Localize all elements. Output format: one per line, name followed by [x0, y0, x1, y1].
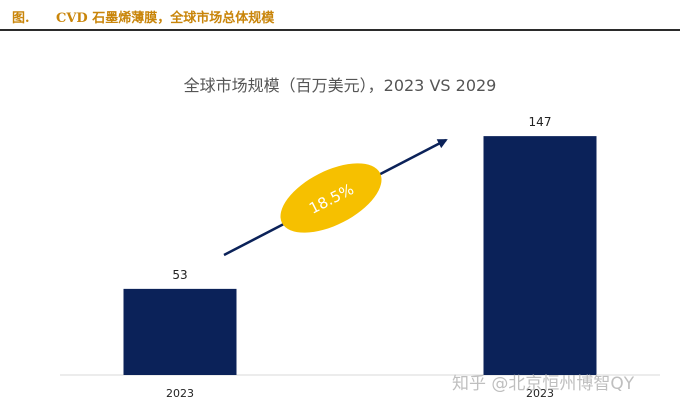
chart-title: 全球市场规模（百万美元），2023 VS 2029	[183, 76, 497, 95]
watermark: 知乎 @北京恒州博智QY	[452, 374, 635, 394]
bar-2029	[483, 136, 597, 375]
bar-group: 53 2023 147 2023	[123, 115, 597, 400]
figure-header: 图. CVD 石墨烯薄膜，全球市场总体规模	[0, 0, 680, 31]
figure-label: 图.	[12, 11, 30, 26]
growth-arrow: 18.5%	[223, 138, 448, 257]
cagr-badge-ellipse	[280, 163, 382, 233]
data-label-2029: 147	[529, 115, 552, 129]
cagr-badge: 18.5%	[280, 163, 382, 233]
bar-2023	[123, 288, 237, 375]
data-label-2023: 53	[172, 268, 187, 282]
tick-label-2029: 2023	[526, 387, 554, 400]
tick-label-2023: 2023	[166, 387, 194, 400]
figure-title: CVD 石墨烯薄膜，全球市场总体规模	[56, 11, 275, 26]
